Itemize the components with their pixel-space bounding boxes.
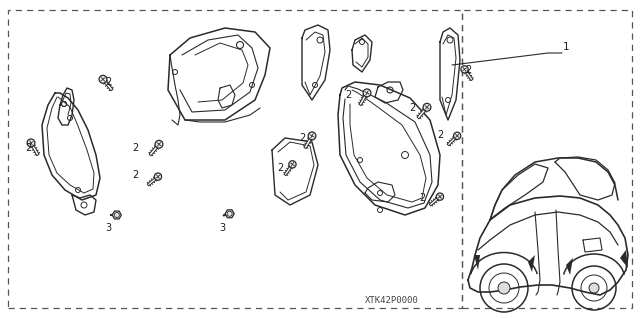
Circle shape [461,66,468,73]
Polygon shape [417,107,428,119]
Polygon shape [474,255,480,270]
Polygon shape [284,164,293,176]
Polygon shape [304,135,313,149]
Bar [8,10,462,308]
Text: 2: 2 [132,143,138,153]
Circle shape [99,75,107,83]
Circle shape [436,193,444,200]
Text: 3: 3 [219,223,225,233]
Polygon shape [225,210,234,218]
Text: 1: 1 [563,42,570,52]
Polygon shape [528,255,535,272]
Text: 2: 2 [465,65,471,75]
Circle shape [289,161,296,168]
Polygon shape [112,211,122,219]
Circle shape [589,283,599,293]
Polygon shape [102,78,113,91]
Text: 2: 2 [345,90,351,100]
Polygon shape [463,69,473,81]
Circle shape [363,89,371,97]
Polygon shape [429,196,441,206]
Circle shape [423,103,431,111]
Circle shape [498,282,510,294]
Polygon shape [447,135,458,146]
Text: 3: 3 [105,223,111,233]
Polygon shape [147,176,159,186]
Polygon shape [566,258,573,275]
Text: 2: 2 [437,130,443,140]
Polygon shape [30,142,39,156]
Text: 2: 2 [25,143,31,153]
Text: 2: 2 [299,133,305,143]
Bar [462,10,632,308]
Text: 2: 2 [132,170,138,180]
Circle shape [155,140,163,148]
Text: 2: 2 [105,77,111,87]
Text: 2: 2 [277,163,283,173]
Circle shape [27,139,35,147]
Circle shape [454,132,461,139]
Text: 2: 2 [409,103,415,113]
Circle shape [154,173,161,180]
Circle shape [308,132,316,140]
Text: XTK42P0000: XTK42P0000 [365,296,419,305]
Text: 2: 2 [419,193,425,203]
Polygon shape [620,250,628,268]
Polygon shape [359,92,368,106]
Polygon shape [149,144,160,156]
